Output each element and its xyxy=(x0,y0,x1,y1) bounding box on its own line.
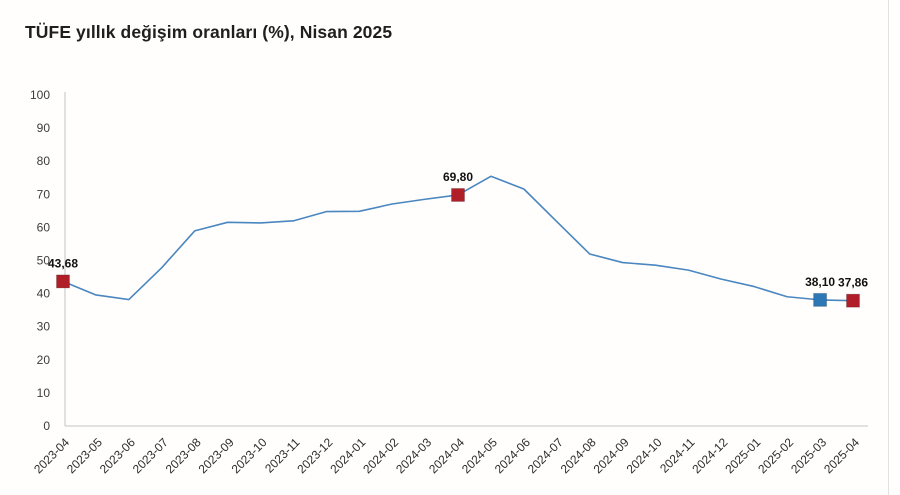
chart-title: TÜFE yıllık değişim oranları (%), Nisan … xyxy=(25,22,393,42)
y-axis-tick-label: 30 xyxy=(37,320,51,334)
x-axis-label: 2024-09 xyxy=(591,435,632,476)
data-point-label-2025-04: 37,86 xyxy=(838,276,868,290)
y-axis-tick-label: 40 xyxy=(37,287,51,301)
x-axis-label: 2024-05 xyxy=(459,435,500,476)
x-axis-label: 2024-10 xyxy=(624,435,665,476)
x-axis-label: 2024-12 xyxy=(689,435,730,476)
x-axis-label: 2024-08 xyxy=(558,435,599,476)
data-point-label-2024-04: 69,80 xyxy=(443,170,473,184)
x-axis-label: 2023-05 xyxy=(64,435,105,476)
y-axis-tick-label: 70 xyxy=(37,187,51,201)
x-axis-label: 2023-09 xyxy=(196,435,237,476)
y-axis-tick-label: 60 xyxy=(37,220,51,234)
x-axis-label: 2025-02 xyxy=(755,435,796,476)
data-point-marker-2025-04 xyxy=(846,293,860,308)
x-axis-label: 2025-01 xyxy=(722,435,763,476)
x-axis-label: 2024-04 xyxy=(426,435,467,476)
data-point-label-2025-03: 38,10 xyxy=(805,275,835,289)
data-point-marker-2023-04 xyxy=(56,274,70,289)
data-point-marker-2024-04 xyxy=(451,187,465,202)
y-axis-tick-label: 10 xyxy=(37,386,51,400)
x-axis-label: 2024-07 xyxy=(525,435,566,476)
x-axis-label: 2023-08 xyxy=(163,435,204,476)
x-axis-label: 2023-06 xyxy=(97,435,138,476)
right-border-divider xyxy=(888,0,889,495)
y-axis-tick-label: 50 xyxy=(37,254,51,268)
x-axis-label: 2024-02 xyxy=(360,435,401,476)
x-axis-label: 2023-07 xyxy=(130,435,171,476)
x-axis-label: 2025-04 xyxy=(821,435,862,476)
y-axis-tick-label: 80 xyxy=(37,154,51,168)
x-axis-label: 2024-03 xyxy=(393,435,434,476)
y-axis-tick-label: 20 xyxy=(37,353,51,367)
x-axis-label: 2024-01 xyxy=(327,435,368,476)
y-axis-tick-label: 100 xyxy=(30,88,50,102)
x-axis-label: 2023-04 xyxy=(31,435,72,476)
x-axis-label: 2025-03 xyxy=(788,435,829,476)
x-axis-label: 2024-06 xyxy=(492,435,533,476)
x-axis-label: 2023-12 xyxy=(294,435,335,476)
data-point-marker-2025-03 xyxy=(813,292,828,307)
data-point-label-2023-04: 43,68 xyxy=(48,256,78,270)
y-axis-tick-label: 0 xyxy=(43,419,50,433)
x-axis-label: 2023-10 xyxy=(229,435,270,476)
y-axis-tick-label: 90 xyxy=(37,121,51,135)
